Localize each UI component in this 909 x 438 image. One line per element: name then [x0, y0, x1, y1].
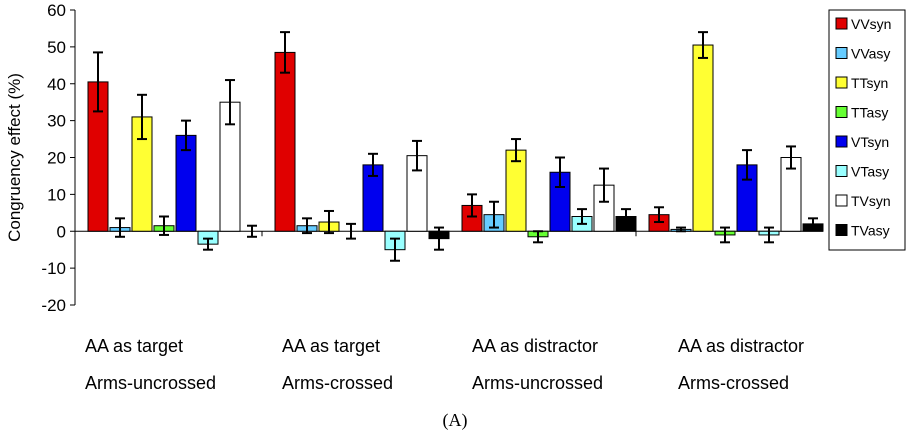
y-tick-label: 10 [47, 185, 66, 204]
group-label-line2: Arms-crossed [282, 373, 393, 393]
legend-swatch-TTasy [835, 106, 848, 118]
group-label-line2: Arms-uncrossed [85, 373, 216, 393]
legend-label-VVsyn: VVsyn [851, 16, 891, 32]
group-label-line2: Arms-crossed [678, 373, 789, 393]
legend-label-VVasy: VVasy [851, 46, 890, 62]
group-label-line1: AA as target [282, 336, 380, 356]
legend-label-TTsyn: TTsyn [851, 75, 888, 91]
legend-label-VTasy: VTasy [851, 164, 889, 180]
legend-label-VTsyn: VTsyn [851, 134, 889, 150]
bar-TTsyn-4 [692, 44, 714, 232]
y-tick-label: -10 [41, 259, 66, 278]
y-tick-label: 50 [47, 38, 66, 57]
y-tick-label: -20 [41, 296, 66, 315]
y-axis-label: Congruency effect (%) [5, 73, 24, 242]
y-tick-label: 20 [47, 149, 66, 168]
legend-swatch-TVasy [835, 224, 848, 236]
bars [87, 31, 824, 262]
y-tick-label: 60 [47, 1, 66, 20]
y-tick-label: 40 [47, 75, 66, 94]
legend-swatch-TTsyn [835, 76, 848, 89]
y-tick-label: 0 [57, 222, 66, 241]
legend-label-TVasy: TVasy [851, 223, 890, 239]
legend-label-TVsyn: TVsyn [851, 193, 891, 209]
group-label-line2: Arms-uncrossed [472, 373, 603, 393]
y-tick-label: 30 [47, 112, 66, 131]
legend: VVsyn VVasy TTsyn TTasy VTsyn VTasy TVsyn TVasy [828, 9, 906, 251]
legend-swatch-TVsyn [835, 194, 848, 207]
bar-VVsyn-2 [274, 51, 296, 232]
legend-swatch-VTasy [835, 165, 848, 177]
group-labels: AA as target Arms-uncrossed AA as target Ar… [85, 336, 804, 393]
legend-swatch-VVasy [835, 47, 848, 59]
legend-label-TTasy: TTasy [851, 105, 888, 121]
group-label-line1: AA as target [85, 336, 183, 356]
legend-swatch-VVsyn [835, 17, 848, 30]
group-label-line1: AA as distractor [678, 336, 804, 356]
bar-TTsyn-3 [505, 149, 527, 232]
legend-swatch-VTsyn [835, 135, 848, 148]
group-label-line1: AA as distractor [472, 336, 598, 356]
figure-caption: (A) [443, 410, 468, 431]
